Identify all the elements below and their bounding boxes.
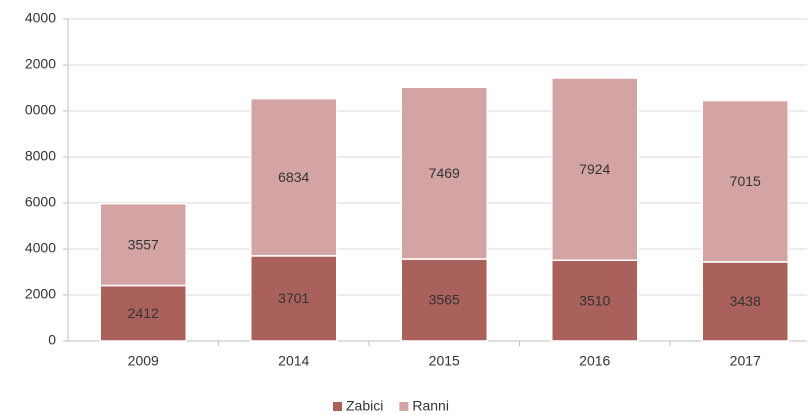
- data-label: 7924: [579, 161, 610, 177]
- y-tick-label: 2000: [25, 56, 56, 72]
- bar-segment: [551, 259, 639, 342]
- legend-swatch: [399, 402, 409, 411]
- data-label: 3701: [278, 290, 309, 306]
- data-label: 3510: [579, 292, 610, 308]
- bar-segment: [701, 99, 789, 263]
- data-label: 2412: [128, 305, 159, 321]
- x-tick-label: 2009: [128, 353, 159, 369]
- x-tick-label: 2014: [278, 353, 309, 369]
- x-tick-label: 2017: [730, 353, 761, 369]
- data-label: 3557: [128, 236, 159, 252]
- x-tick-label: 2015: [429, 353, 460, 369]
- data-label: 7015: [730, 173, 761, 189]
- y-tick-label: 4000: [25, 10, 56, 26]
- bar-segment: [551, 77, 639, 262]
- y-tick-label: 8000: [25, 148, 56, 164]
- bar-segment: [99, 202, 187, 287]
- bar-segment: [400, 86, 488, 260]
- data-label: 3565: [429, 292, 460, 308]
- data-label: 6834: [278, 169, 309, 185]
- data-label: 7469: [429, 165, 460, 181]
- legend-swatch: [333, 402, 342, 411]
- legend-label: Zabici: [346, 398, 383, 414]
- x-tick-label: 2016: [579, 353, 610, 369]
- y-tick-label: 2000: [25, 286, 56, 302]
- y-tick-label: 0: [48, 332, 56, 348]
- y-tick-label: 0000: [25, 102, 56, 118]
- bar-segment: [250, 255, 338, 342]
- bar-segment: [400, 258, 488, 342]
- bar-segment: [701, 261, 789, 342]
- y-tick-label: 6000: [25, 194, 56, 210]
- y-tick-label: 4000: [25, 240, 56, 256]
- data-label: 3438: [730, 293, 761, 309]
- bar-segment: [250, 97, 338, 257]
- legend-label: Ranni: [412, 398, 449, 414]
